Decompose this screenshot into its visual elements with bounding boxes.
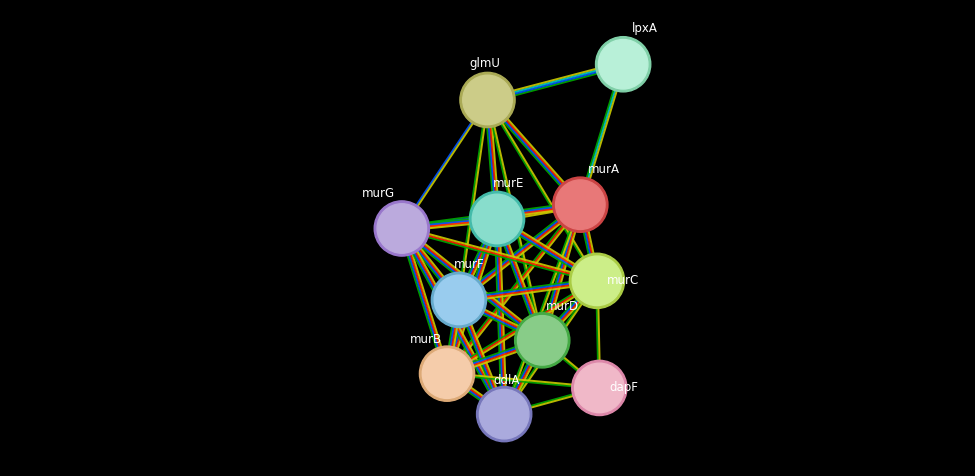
Circle shape <box>480 389 528 439</box>
Text: murB: murB <box>410 333 443 346</box>
Circle shape <box>374 201 429 256</box>
Text: ddlA: ddlA <box>493 374 520 387</box>
Circle shape <box>569 253 625 308</box>
Text: murA: murA <box>588 163 619 176</box>
Circle shape <box>469 191 525 247</box>
Text: murD: murD <box>546 300 579 313</box>
Circle shape <box>572 256 622 306</box>
Circle shape <box>596 37 650 92</box>
Circle shape <box>377 204 427 253</box>
Circle shape <box>515 313 569 368</box>
Circle shape <box>434 275 484 325</box>
Circle shape <box>553 177 608 232</box>
Circle shape <box>419 346 475 401</box>
Circle shape <box>518 316 567 365</box>
Circle shape <box>477 387 531 442</box>
Circle shape <box>463 75 512 125</box>
Circle shape <box>472 194 522 244</box>
Text: murG: murG <box>362 187 395 200</box>
Text: murF: murF <box>454 258 485 271</box>
Text: murE: murE <box>493 178 525 190</box>
Circle shape <box>422 349 472 398</box>
Text: lpxA: lpxA <box>632 22 657 35</box>
Circle shape <box>571 360 627 416</box>
Circle shape <box>460 72 515 128</box>
Circle shape <box>574 363 624 413</box>
Text: murC: murC <box>606 274 639 288</box>
Circle shape <box>599 40 648 89</box>
Text: glmU: glmU <box>470 58 500 70</box>
Circle shape <box>556 180 605 229</box>
Circle shape <box>431 272 487 327</box>
Text: dapF: dapF <box>608 381 638 395</box>
